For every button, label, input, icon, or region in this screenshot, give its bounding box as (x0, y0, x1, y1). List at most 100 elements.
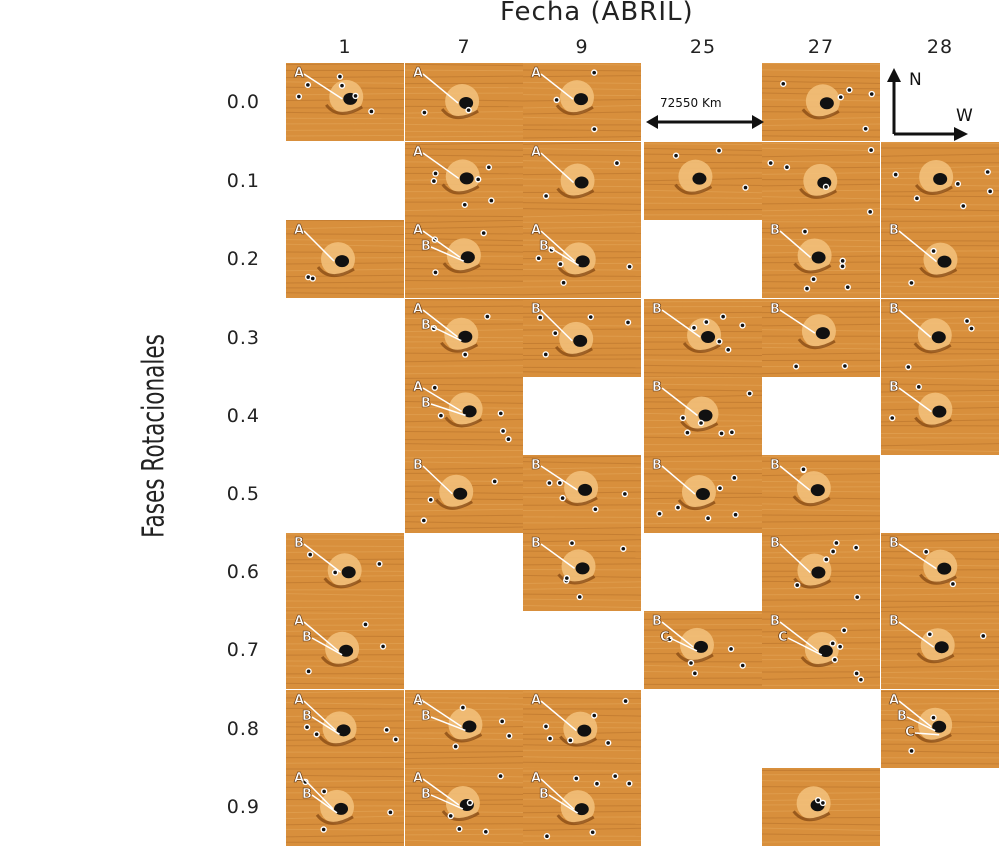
storm-image-tile: B (881, 533, 999, 611)
row-label-0-3: 0.3 (226, 327, 260, 349)
feature-label: A (413, 66, 423, 81)
feature-label: B (539, 787, 549, 802)
storm-image-tile: A (523, 142, 641, 220)
feature-label: B (302, 630, 312, 645)
storm-image-tile: B (644, 299, 762, 377)
storm-image-tile: B (762, 455, 880, 533)
row-label-0-8: 0.8 (226, 718, 260, 740)
y-axis-label: Fases Rotacionales (136, 334, 172, 538)
storm-image-tile: B (762, 299, 880, 377)
row-label-0-6: 0.6 (226, 561, 260, 583)
storm-image-tile (762, 768, 880, 846)
storm-image-tile: B (762, 220, 880, 298)
row-label-0-1: 0.1 (226, 170, 260, 192)
feature-label: B (889, 536, 899, 551)
feature-label: A (531, 145, 541, 160)
storm-image-tile: A (286, 220, 404, 298)
feature-label: B (413, 458, 423, 473)
row-label-0-4: 0.4 (226, 405, 260, 427)
feature-label: B (889, 380, 899, 395)
storm-image-tile: B (881, 377, 999, 455)
feature-label: A (294, 614, 304, 629)
storm-image-tile: B (523, 533, 641, 611)
feature-label: A (531, 771, 541, 786)
feature-label: B (889, 302, 899, 317)
feature-label: B (531, 302, 541, 317)
compass-icon (887, 68, 968, 141)
compass-west-label: W (956, 106, 973, 126)
feature-label: A (413, 302, 423, 317)
feature-label: A (294, 223, 304, 238)
feature-label: A (294, 66, 304, 81)
row-label-0-2: 0.2 (226, 248, 260, 270)
feature-label: A (413, 223, 423, 238)
storm-image-tile: A (405, 63, 523, 141)
row-label-0-9: 0.9 (226, 796, 260, 818)
feature-label: A (889, 693, 899, 708)
row-label-0-5: 0.5 (226, 483, 260, 505)
column-label-27: 27 (807, 36, 835, 58)
storm-image-tile (762, 142, 880, 220)
feature-label: A (413, 771, 423, 786)
feature-label: C (905, 725, 915, 740)
column-label-1: 1 (338, 36, 352, 58)
storm-image-tile: B (762, 533, 880, 611)
storm-image-tile: B (523, 299, 641, 377)
feature-label: C (778, 630, 788, 645)
feature-label: B (421, 709, 431, 724)
feature-label: B (531, 536, 541, 551)
column-label-7: 7 (457, 36, 471, 58)
feature-label: B (897, 709, 907, 724)
storm-image-tile: B (881, 611, 999, 689)
feature-label: C (660, 630, 670, 645)
feature-label: B (889, 223, 899, 238)
feature-label: A (413, 380, 423, 395)
feature-label: B (889, 614, 899, 629)
feature-label: B (539, 239, 549, 254)
row-label-0-0: 0.0 (226, 91, 260, 113)
storm-image-tile: B (881, 220, 999, 298)
storm-image-tile (762, 63, 880, 141)
row-label-0-7: 0.7 (226, 639, 260, 661)
feature-label: B (421, 239, 431, 254)
feature-label: B (770, 302, 780, 317)
storm-image-tile: B (644, 455, 762, 533)
storm-image-tile: A (286, 63, 404, 141)
feature-label: B (302, 787, 312, 802)
feature-label: A (413, 693, 423, 708)
feature-label: A (294, 693, 304, 708)
storm-image-tile: B (523, 455, 641, 533)
storm-image-tile: A (523, 63, 641, 141)
feature-label: A (413, 145, 423, 160)
storm-image-tile: A (523, 690, 641, 768)
feature-label: B (652, 380, 662, 395)
storm-image-tile (644, 142, 762, 220)
feature-label: B (652, 302, 662, 317)
storm-image-tile: B (881, 299, 999, 377)
storm-image-tile (881, 142, 999, 220)
storm-image-tile: B (286, 533, 404, 611)
feature-label: B (531, 458, 541, 473)
figure-title: Fecha (ABRIL) (500, 0, 694, 27)
feature-label: B (770, 223, 780, 238)
scale-bar (646, 115, 764, 129)
feature-label: B (652, 614, 662, 629)
feature-label: B (770, 614, 780, 629)
feature-label: B (652, 458, 662, 473)
feature-label: B (770, 458, 780, 473)
storm-image-tile: B (405, 455, 523, 533)
scale-label: 72550 Km (660, 96, 722, 110)
feature-label: A (294, 771, 304, 786)
compass-north-label: N (909, 70, 922, 90)
